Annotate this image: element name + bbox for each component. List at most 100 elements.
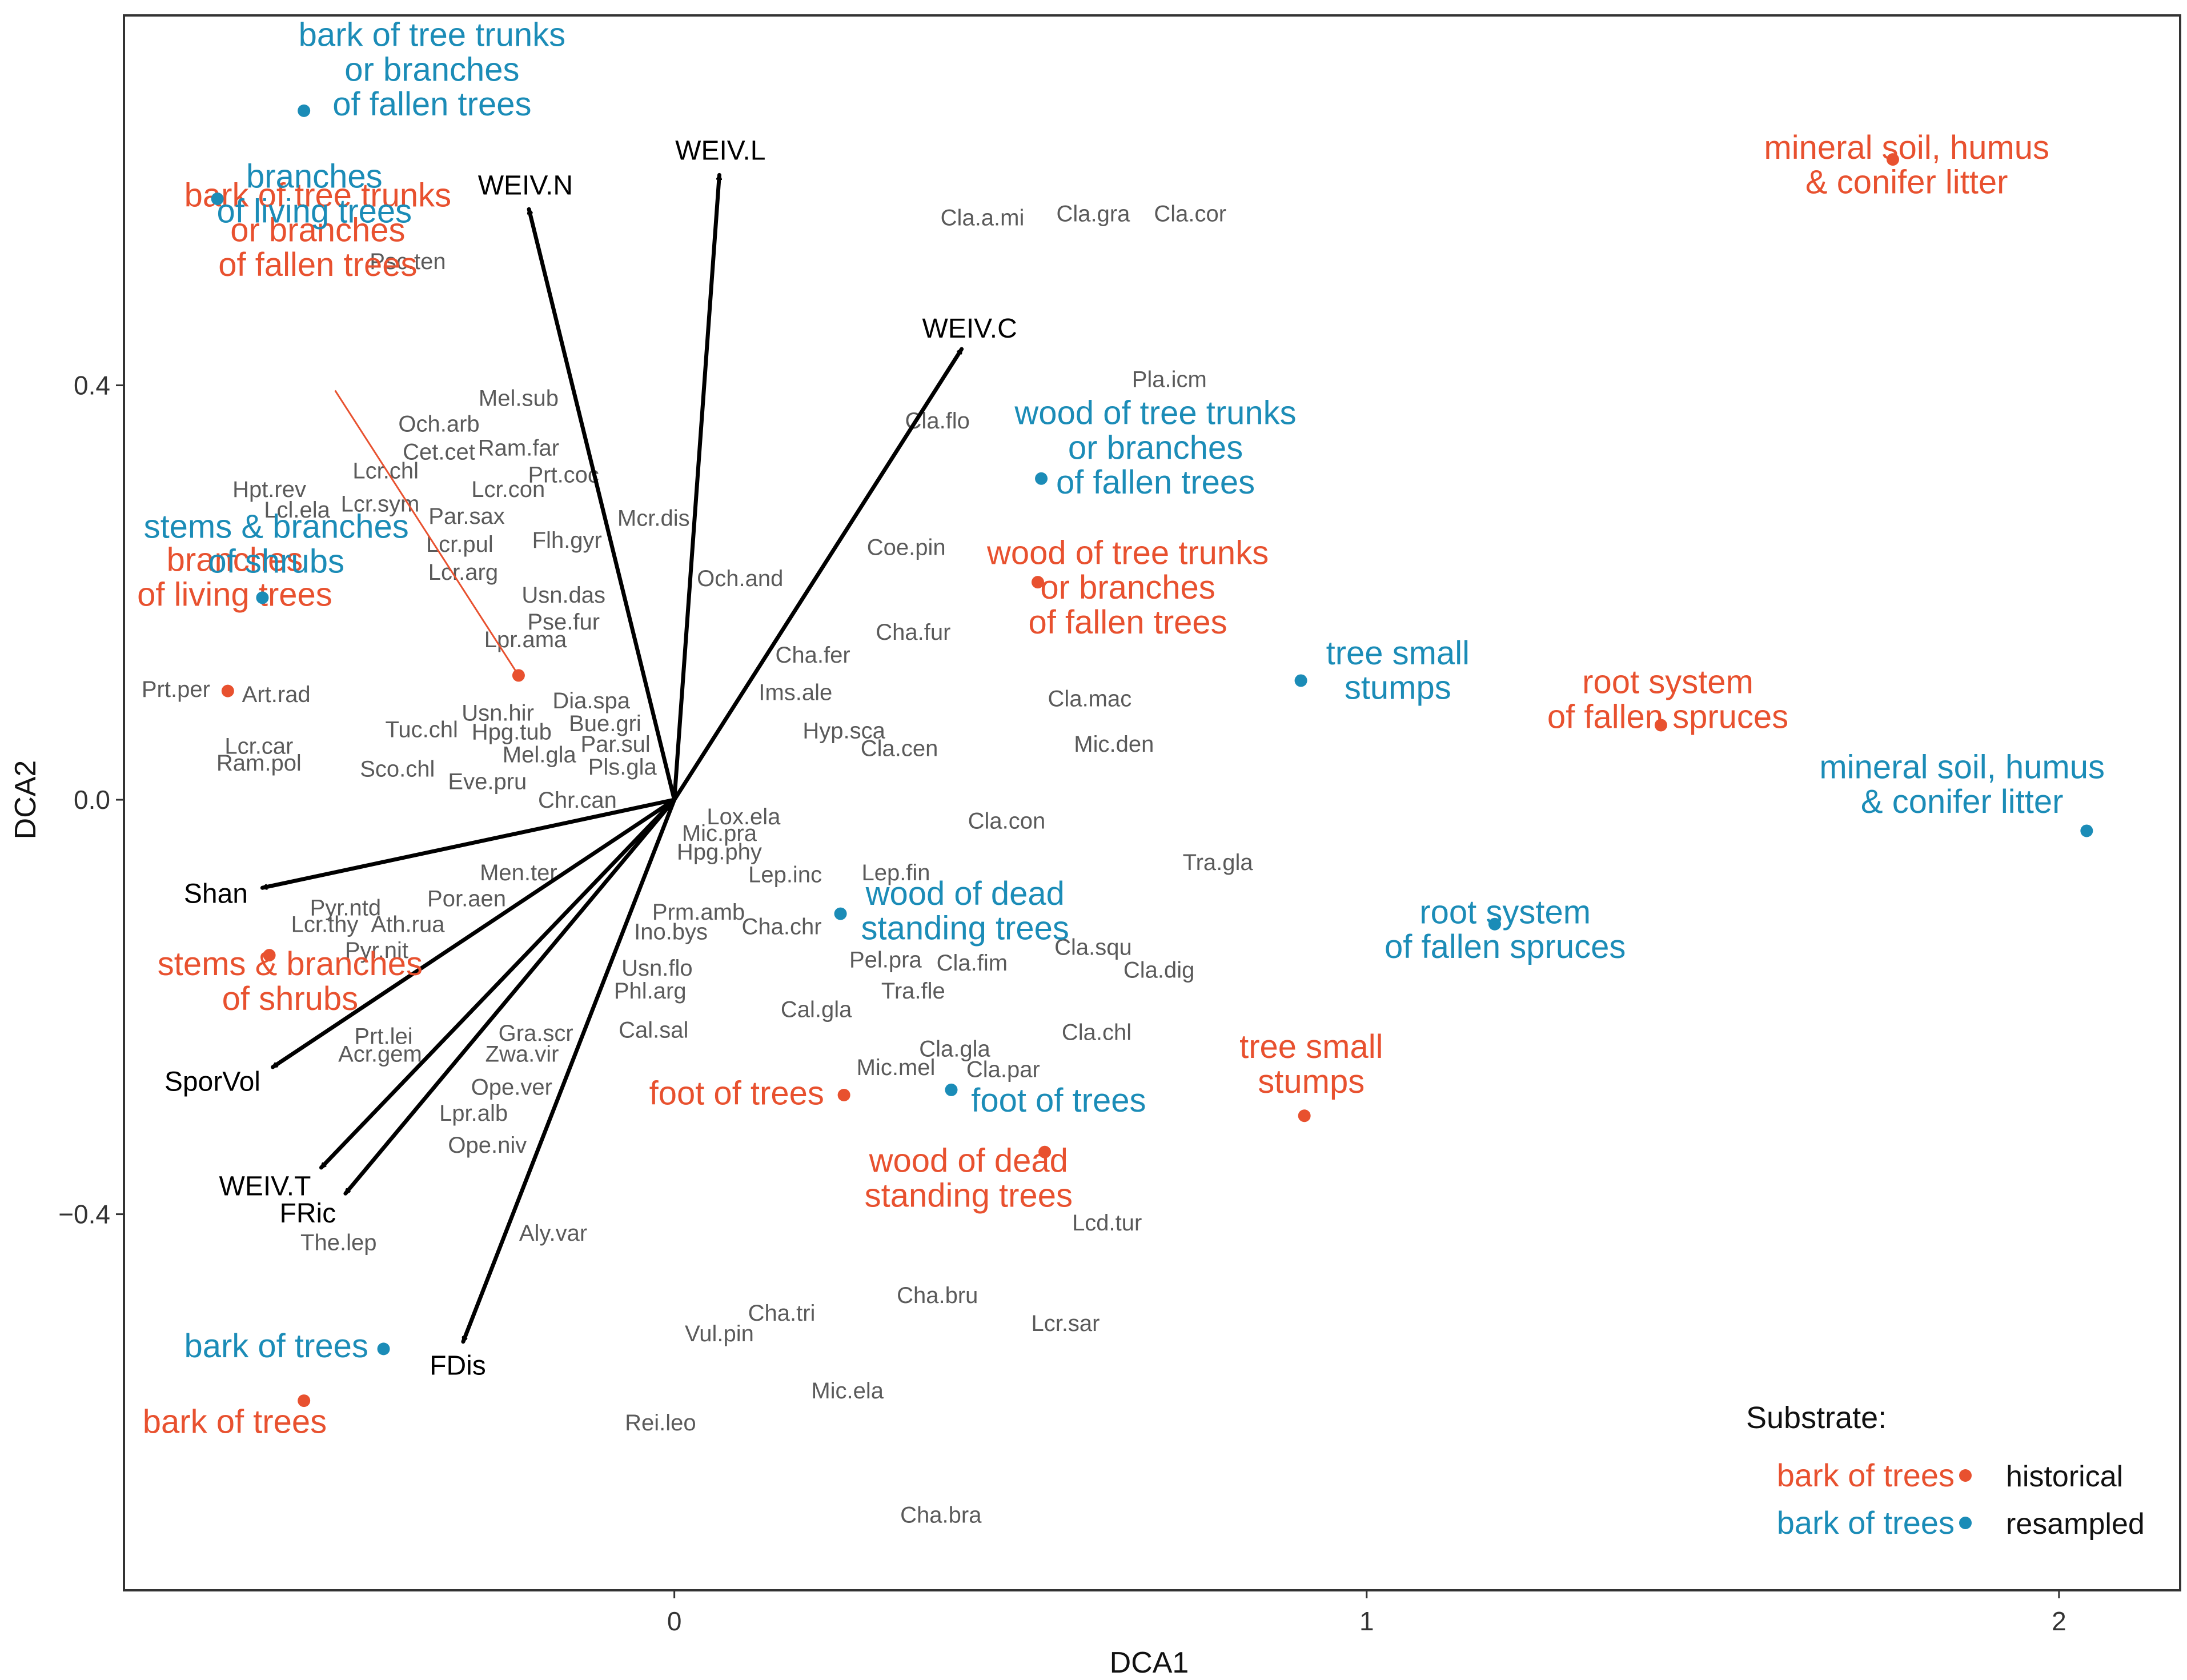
species-label-hpg-phy: Hpg.phy	[677, 840, 762, 865]
point-label-historical-stems-branches-of-shrubs: stems & branches	[158, 945, 423, 983]
legend-resampled-label: resampled	[2006, 1507, 2145, 1541]
species-label-par-sul: Par.sul	[580, 732, 650, 757]
point-label-resampled-bark-of-tree-trunks-or-branches-of-fallen-trees: of fallen trees	[332, 86, 531, 123]
species-label-flh-gyr: Flh.gyr	[532, 528, 602, 553]
species-label-lcl-ela: Lcl.ela	[264, 498, 330, 523]
point-label-resampled-bark-of-tree-trunks-or-branches-of-fallen-trees: bark of tree trunks	[299, 17, 565, 54]
vector-arrow-fdis	[461, 797, 677, 1344]
point-resampled-wood-of-dead-standing-trees	[834, 907, 847, 920]
species-label-lcr-thy: Lcr.thy	[291, 912, 359, 937]
species-label-och-arb: Och.arb	[398, 412, 479, 437]
vector-label-weiv-t: WEIV.T	[219, 1172, 311, 1202]
species-label-cla-fim: Cla.fim	[937, 951, 1008, 976]
species-label-por-aen: Por.aen	[427, 886, 506, 911]
species-label-lep-inc: Lep.inc	[748, 863, 822, 888]
species-label-ram-pol: Ram.pol	[216, 751, 302, 776]
point-historical-foot-of-trees	[837, 1088, 850, 1101]
vector-arrow-weiv-c	[672, 347, 964, 802]
point-historical-wood-of-tree-trunks-or-branches-of-fallen-trees	[1032, 576, 1044, 589]
x-tick-label: 2	[2052, 1606, 2066, 1636]
vector-label-shan: Shan	[184, 879, 248, 909]
species-label-cha-fur: Cha.fur	[876, 620, 950, 645]
point-resampled-wood-of-tree-trunks-or-branches-of-fallen-trees	[1035, 472, 1048, 485]
point-historical-bark-of-tree-trunks-or-branches-of-fallen-trees	[512, 669, 525, 682]
point-resampled-tree-small-stumps	[1294, 674, 1307, 687]
species-label-cla-cen: Cla.cen	[861, 736, 938, 761]
species-label-cha-chr: Cha.chr	[741, 914, 821, 939]
point-label-historical-root-system-of-fallen-spruces: root system	[1582, 664, 1753, 701]
species-label-acr-gem: Acr.gem	[338, 1041, 422, 1066]
x-tick-label: 1	[1359, 1606, 1374, 1636]
species-label-pla-icm: Pla.icm	[1132, 367, 1207, 392]
point-label-historical-wood-of-tree-trunks-or-branches-of-fallen-trees: wood of tree trunks	[986, 534, 1269, 571]
vector-arrow-sporvol	[271, 797, 677, 1069]
point-historical-branches-of-living-trees	[221, 684, 234, 697]
species-label-tra-gla: Tra.gla	[1183, 850, 1254, 875]
point-label-historical-tree-small-stumps: tree small	[1239, 1028, 1383, 1065]
species-label-the-lep: The.lep	[300, 1230, 376, 1256]
legend: Substrate: bark of trees historical bark…	[1746, 1401, 2145, 1541]
y-axis: 0.4 0.0 −0.4	[58, 371, 124, 1229]
species-label-usn-flo: Usn.flo	[621, 956, 693, 981]
point-label-resampled-foot-of-trees: foot of trees	[971, 1082, 1146, 1119]
vector-label-weiv-n: WEIV.N	[478, 170, 573, 201]
species-label-tuc-chl: Tuc.chl	[385, 717, 458, 743]
species-label-pyr-ntd: Pyr.ntd	[310, 896, 382, 921]
point-historical-bark-of-trees	[298, 1394, 311, 1408]
vector-arrow-weiv-t	[319, 797, 677, 1170]
point-label-resampled-tree-small-stumps: stumps	[1345, 669, 1451, 707]
species-label-men-ter: Men.ter	[480, 860, 557, 885]
point-resampled-bark-of-tree-trunks-or-branches-of-fallen-trees	[298, 104, 311, 117]
species-label-lcr-arg: Lcr.arg	[428, 560, 498, 585]
species-label-cla-mac: Cla.mac	[1048, 686, 1132, 711]
point-historical-root-system-of-fallen-spruces	[1654, 719, 1667, 732]
vector-label-weiv-c: WEIV.C	[922, 314, 1017, 344]
species-label-par-sax: Par.sax	[428, 504, 504, 529]
species-label-ath-rua: Ath.rua	[371, 912, 445, 937]
vector-arrow-weiv-l	[672, 173, 720, 802]
point-label-resampled-wood-of-dead-standing-trees: wood of dead	[865, 875, 1065, 912]
species-label-mic-den: Mic.den	[1074, 732, 1154, 757]
species-label-usn-das: Usn.das	[521, 583, 605, 608]
point-label-resampled-mineral-soil-humus-conifer-litter: mineral soil, humus	[1819, 748, 2105, 785]
species-label-lcr-sym: Lcr.sym	[341, 491, 420, 516]
species-label-mel-gla: Mel.gla	[503, 742, 577, 767]
species-label-lcd-tur: Lcd.tur	[1072, 1210, 1142, 1236]
point-label-historical-tree-small-stumps: stumps	[1258, 1063, 1365, 1100]
species-label-pls-gla: Pls.gla	[588, 755, 657, 780]
species-label-mic-ela: Mic.ela	[811, 1378, 884, 1404]
species-label-cla-gra: Cla.gra	[1056, 201, 1130, 226]
species-label-coe-pin: Coe.pin	[867, 535, 946, 560]
species-label-cla-a-mi: Cla.a.mi	[941, 206, 1025, 231]
species-label-cla-par: Cla.par	[966, 1057, 1040, 1082]
species-label-cla-con: Cla.con	[968, 808, 1046, 833]
point-label-resampled-tree-small-stumps: tree small	[1326, 635, 1470, 672]
point-label-resampled-stems-branches-of-shrubs: of shrubs	[208, 543, 344, 580]
species-label-pyr-nit: Pyr.nit	[345, 938, 408, 963]
species-label-prt-coc: Prt.coc	[528, 463, 599, 488]
point-label-historical-wood-of-tree-trunks-or-branches-of-fallen-trees: of fallen trees	[1028, 604, 1227, 641]
species-label-lpr-ama: Lpr.ama	[484, 627, 567, 652]
species-label-ope-niv: Ope.niv	[448, 1133, 527, 1158]
point-label-historical-mineral-soil-humus-conifer-litter: & conifer litter	[1805, 164, 2008, 201]
y-axis-title: DCA2	[9, 760, 42, 840]
point-historical-stems-branches-of-shrubs	[263, 949, 276, 962]
legend-resampled-dot	[1959, 1517, 1972, 1529]
species-label-mic-pra: Mic.pra	[682, 821, 757, 846]
species-label-cla-cor: Cla.cor	[1154, 201, 1226, 226]
point-label-resampled-root-system-of-fallen-spruces: of fallen spruces	[1385, 928, 1626, 965]
point-resampled-foot-of-trees	[945, 1083, 958, 1096]
species-label-art-rad: Art.rad	[242, 682, 311, 707]
species-label-sco-chl: Sco.chl	[360, 757, 435, 782]
point-label-resampled-wood-of-tree-trunks-or-branches-of-fallen-trees: of fallen trees	[1056, 464, 1255, 501]
legend-resampled-sample: bark of trees	[1777, 1505, 1955, 1541]
vector-label-fric: FRic	[280, 1198, 336, 1229]
species-label-lox-ela: Lox.ela	[707, 804, 781, 829]
label-connector-line	[334, 390, 520, 676]
legend-historical-dot	[1959, 1469, 1972, 1482]
point-resampled-bark-of-trees	[377, 1342, 390, 1356]
species-label-pel-pra: Pel.pra	[849, 947, 922, 972]
